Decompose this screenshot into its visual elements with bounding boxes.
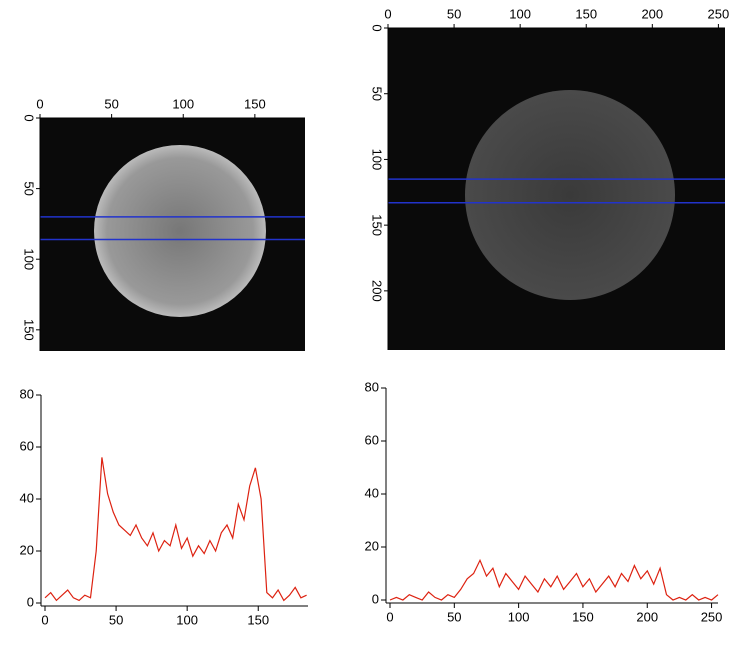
x-tick-label: 50 <box>109 612 123 627</box>
y-tick-label: 50 <box>22 181 37 195</box>
y-tick-label: 50 <box>370 86 385 100</box>
y-tick-label: 150 <box>370 214 385 236</box>
y-tick-label: 0 <box>27 594 34 609</box>
y-tick-label: 0 <box>22 114 37 121</box>
y-tick-label: 20 <box>20 542 34 557</box>
y-tick-label: 0 <box>370 24 385 31</box>
y-tick-label: 0 <box>372 591 379 606</box>
x-tick-label: 250 <box>701 609 723 624</box>
y-tick-label: 40 <box>365 485 379 500</box>
x-tick-label: 150 <box>247 612 269 627</box>
y-tick-label: 20 <box>365 538 379 553</box>
y-tick-label: 150 <box>22 319 37 341</box>
y-tick-label: 60 <box>20 438 34 453</box>
x-tick-label: 100 <box>509 6 531 21</box>
y-tick-label: 100 <box>22 248 37 270</box>
profile-line <box>44 457 307 602</box>
x-tick-label: 100 <box>508 609 530 624</box>
x-tick-label: 100 <box>172 96 194 111</box>
x-tick-label: 50 <box>447 6 461 21</box>
y-tick-label: 60 <box>365 432 379 447</box>
x-tick-label: 50 <box>447 609 461 624</box>
x-tick-label: 200 <box>636 609 658 624</box>
x-tick-label: 0 <box>36 96 43 111</box>
x-tick-label: 100 <box>176 612 198 627</box>
x-tick-label: 200 <box>641 6 663 21</box>
y-tick-label: 40 <box>20 490 34 505</box>
x-tick-label: 0 <box>386 609 393 624</box>
x-tick-label: 150 <box>244 96 266 111</box>
profile-line <box>389 558 719 601</box>
y-tick-label: 80 <box>365 379 379 394</box>
x-tick-label: 250 <box>708 6 730 21</box>
y-tick-label: 200 <box>370 280 385 302</box>
y-tick-label: 100 <box>370 149 385 171</box>
x-tick-label: 0 <box>41 612 48 627</box>
image-disc <box>465 90 675 300</box>
x-tick-label: 150 <box>575 6 597 21</box>
x-tick-label: 0 <box>384 6 391 21</box>
x-tick-label: 50 <box>104 96 118 111</box>
y-tick-label: 80 <box>20 386 34 401</box>
x-tick-label: 150 <box>572 609 594 624</box>
image-disc <box>94 145 266 317</box>
